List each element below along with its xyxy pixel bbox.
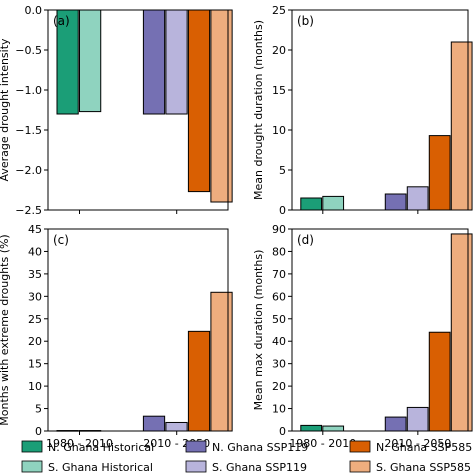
bar <box>406 406 429 432</box>
bar <box>450 233 473 432</box>
bar <box>210 291 233 432</box>
y-tick-label: 70 <box>272 268 286 281</box>
panel-label: (d) <box>297 233 314 247</box>
plot-frame <box>47 228 229 432</box>
y-tick-label: 20 <box>272 380 286 393</box>
legend-label: N. Ghana SSP119 <box>212 441 308 454</box>
legend-item: N. Ghana Historical <box>21 440 154 454</box>
legend: N. Ghana Historical N. Ghana SSP119 N. Gha… <box>21 440 472 474</box>
legend-item: N. Ghana SSP585 <box>349 440 472 454</box>
y-tick-label: −1.0 <box>15 84 42 97</box>
y-tick-label: 5 <box>35 403 42 416</box>
legend-item: S. Ghana SSP585 <box>349 460 471 474</box>
legend-swatch <box>21 440 43 453</box>
y-tick-label: 20 <box>272 44 286 57</box>
y-tick-label: 15 <box>272 84 286 97</box>
y-tick-label: 60 <box>272 290 286 303</box>
bar <box>322 195 345 211</box>
x-tick-label: 1980 - 2010 <box>289 437 356 450</box>
y-tick-label: 50 <box>272 313 286 326</box>
x-tick-label: 2010 - 2050 <box>384 437 451 450</box>
plot-frame <box>291 9 469 211</box>
panel-label: (a) <box>53 14 70 28</box>
x-tick-label: 1980 - 2010 <box>46 437 113 450</box>
y-tick-label: 0 <box>35 425 42 438</box>
y-tick-label: 0.0 <box>25 4 43 17</box>
legend-item: S. Ghana Historical <box>21 460 153 474</box>
legend-swatch <box>349 440 371 453</box>
panel-a: 0.0 −0.5 −1.0 −1.5 −2.0 −2.5 Average drought i… <box>0 4 233 217</box>
y-tick-label: 5 <box>279 164 286 177</box>
bar <box>384 193 407 211</box>
bar <box>165 9 188 115</box>
bar <box>210 9 233 203</box>
legend-label: S. Ghana SSP119 <box>212 461 307 474</box>
legend-swatch <box>185 440 207 453</box>
legend-label: N. Ghana Historical <box>48 441 154 454</box>
y-tick-label: 25 <box>28 313 42 326</box>
panel-b: 0 5 10 15 20 25 Mean drought duration (months)… <box>252 4 473 217</box>
panel-d: 0 10 20 30 40 50 60 70 80 90 1980 - 2010 2010 - 205… <box>252 223 473 450</box>
bar <box>428 331 451 432</box>
y-tick-label: 10 <box>272 124 286 137</box>
legend-swatch <box>349 460 371 473</box>
y-tick-label: −0.5 <box>15 44 42 57</box>
legend-label: N. Ghana SSP585 <box>376 441 472 454</box>
bar <box>142 9 166 115</box>
y-tick-label: 45 <box>28 223 42 236</box>
y-tick-label: 25 <box>272 4 286 17</box>
bar <box>300 424 323 432</box>
legend-swatch <box>21 460 43 473</box>
y-tick-label: −1.5 <box>15 124 42 137</box>
legend-label: S. Ghana Historical <box>48 461 153 474</box>
y-tick-label: 30 <box>28 290 42 303</box>
y-tick-label: 0 <box>279 425 286 438</box>
y-tick-label: 35 <box>28 268 42 281</box>
bar <box>187 330 211 432</box>
bar <box>406 186 429 211</box>
bar <box>165 421 188 432</box>
bar <box>142 415 166 432</box>
legend-swatch <box>185 460 207 473</box>
bar <box>187 9 211 193</box>
bar <box>428 135 451 211</box>
y-axis-label: Mean max duration (months) <box>252 250 265 411</box>
plot-frame <box>47 9 229 211</box>
legend-item: N. Ghana SSP119 <box>185 440 308 454</box>
y-tick-label: 30 <box>272 358 286 371</box>
panel-label: (b) <box>297 14 314 28</box>
y-tick-label: −2.5 <box>15 204 42 217</box>
y-tick-label: 0 <box>279 204 286 217</box>
bar <box>79 9 102 113</box>
plot-frame <box>291 228 469 432</box>
legend-item: S. Ghana SSP119 <box>185 460 307 474</box>
y-tick-label: 90 <box>272 223 286 236</box>
y-tick-label: 20 <box>28 335 42 348</box>
y-tick-label: −2.0 <box>15 164 42 177</box>
y-tick-label: 10 <box>272 403 286 416</box>
y-tick-label: 15 <box>28 358 42 371</box>
y-axis-label: Mean drought duration (months) <box>252 20 265 200</box>
legend-label: S. Ghana SSP585 <box>376 461 471 474</box>
bar <box>450 41 473 211</box>
bar <box>300 197 323 211</box>
y-axis-label: Months with extreme droughts (%) <box>0 234 11 425</box>
y-tick-label: 80 <box>272 245 286 258</box>
y-tick-label: 40 <box>272 335 286 348</box>
bar <box>384 416 407 432</box>
panel-label: (c) <box>53 233 69 247</box>
y-tick-label: 40 <box>28 245 42 258</box>
bar <box>322 425 345 432</box>
y-axis-label: Average drought intensity <box>0 38 11 182</box>
y-tick-label: 10 <box>28 380 42 393</box>
